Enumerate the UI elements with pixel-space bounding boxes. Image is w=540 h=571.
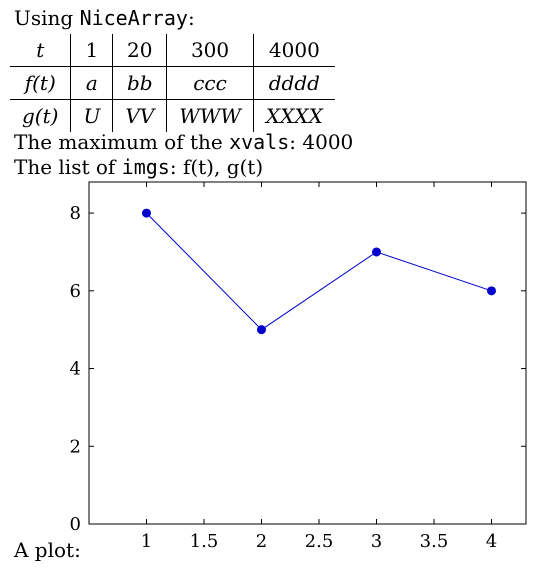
x-tick-label: 4 bbox=[486, 531, 497, 552]
y-tick-label: 8 bbox=[70, 203, 81, 224]
table-row: f(t) a bb ccc dddd bbox=[10, 66, 335, 100]
imgs-prefix: The list of bbox=[14, 155, 122, 179]
table-cell: U bbox=[70, 99, 114, 132]
x-tick-label: 1.5 bbox=[190, 531, 219, 552]
imgs-code: imgs bbox=[121, 155, 170, 179]
y-tick-label: 2 bbox=[70, 436, 81, 457]
x-tick-label: 2.5 bbox=[305, 531, 334, 552]
y-tick-label: 0 bbox=[70, 514, 81, 535]
table-cell: ccc bbox=[166, 66, 254, 100]
table-cell: a bbox=[70, 66, 114, 100]
x-tick-label: 1 bbox=[141, 531, 152, 552]
y-tick-label: 6 bbox=[70, 281, 81, 302]
data-point bbox=[142, 208, 151, 218]
table-header-cell: 4000 bbox=[253, 34, 335, 67]
table-row: g(t) U VV WWW XXXX bbox=[10, 99, 335, 132]
data-point bbox=[372, 247, 381, 257]
plot-caption: A plot: bbox=[14, 538, 81, 562]
x-tick-label: 2 bbox=[256, 531, 267, 552]
x-tick-label: 3 bbox=[371, 531, 382, 552]
max-xvals-line: The maximum of the xvals: 4000 bbox=[14, 130, 353, 154]
table-cell: dddd bbox=[268, 71, 320, 95]
table-cell: XXXX bbox=[253, 99, 335, 132]
intro-prefix: Using bbox=[14, 6, 80, 30]
series-line bbox=[146, 212, 492, 331]
y-tick-label: 4 bbox=[70, 359, 81, 380]
intro-suffix: : bbox=[187, 6, 195, 30]
xvals-code: xvals bbox=[229, 130, 290, 154]
data-point bbox=[257, 325, 266, 335]
plot-frame bbox=[88, 181, 527, 525]
table-header-row: t 1 20 300 4000 bbox=[10, 34, 335, 67]
table-header-cell: 300 bbox=[166, 34, 254, 67]
table-cell: VV bbox=[112, 99, 168, 132]
nice-array-table: t 1 20 300 4000 f(t) a bb ccc dddd g(t) … bbox=[10, 34, 335, 132]
data-point bbox=[487, 286, 496, 296]
nicearray-code: NiceArray bbox=[79, 6, 188, 30]
table-row-label: g(t) bbox=[10, 99, 72, 132]
max-suffix: : 4000 bbox=[289, 130, 354, 154]
imgs-list-line: The list of imgs: f(t), g(t) bbox=[14, 155, 263, 179]
table-header-cell: 20 bbox=[112, 34, 168, 67]
x-tick-label: 3.5 bbox=[420, 531, 449, 552]
table-header-cell: 1 bbox=[70, 34, 114, 67]
imgs-suffix: : f(t), g(t) bbox=[169, 155, 264, 179]
table-cell: WWW bbox=[166, 99, 254, 132]
intro-line: Using NiceArray: bbox=[14, 6, 195, 30]
table-cell: bb bbox=[112, 66, 168, 100]
table-row-label: f(t) bbox=[10, 66, 72, 100]
table-header-cell: t bbox=[10, 34, 72, 67]
max-prefix: The maximum of the bbox=[14, 130, 230, 154]
